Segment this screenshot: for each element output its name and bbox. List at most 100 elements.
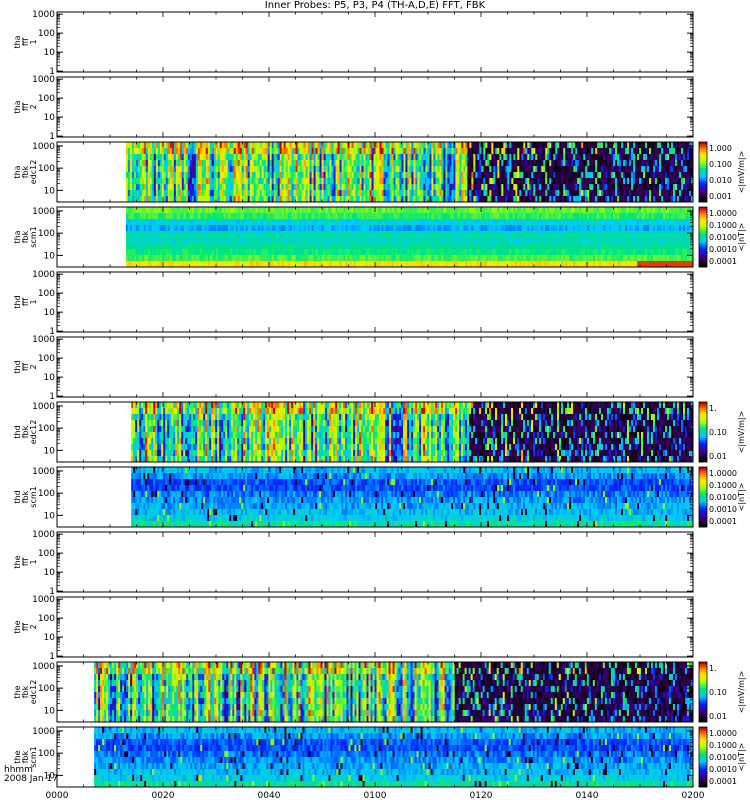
colorbar-tick: 0.01 bbox=[709, 712, 727, 721]
colorbar: 1.0000 0.1000 0.0100 0.0010 0.0001<|nT|> bbox=[698, 206, 746, 268]
panel-tha-fff-2: 1000 100 10 1 tha fff 2 bbox=[13, 75, 694, 142]
y-axis-label-line: tha bbox=[13, 100, 22, 113]
colorbar-tick: 1. bbox=[709, 404, 717, 413]
y-axis-label-line: tha bbox=[13, 35, 22, 48]
colorbar-tick: 1. bbox=[709, 664, 717, 673]
colorbar-tick: 0.001 bbox=[709, 192, 732, 201]
colorbar-tick: 0.1000 bbox=[709, 221, 737, 230]
y-tick-label: 1000 bbox=[32, 662, 55, 672]
y-tick-label: 100 bbox=[38, 289, 55, 299]
y-tick-label: 100 bbox=[38, 549, 55, 559]
x-axis-date: 2008 Jan 17 bbox=[4, 774, 58, 784]
colorbar-tick: 0.1000 bbox=[709, 481, 737, 490]
x-tick-label: 0040 bbox=[258, 791, 281, 800]
panel-tha-fbk-edc12: 1.000 0.100 0.010 0.001 <|mV/m|> 1000 100 10 tha… bbox=[13, 141, 746, 203]
y-tick-label: 1000 bbox=[32, 142, 55, 152]
y-axis-label: the fbk edc12 bbox=[13, 680, 38, 705]
y-axis-label-line: scm1 bbox=[29, 226, 38, 247]
colorbar: 1.0000 0.1000 0.0100 0.0010 0.0001<|nT|> bbox=[698, 726, 746, 788]
panel-frame bbox=[56, 336, 694, 398]
y-axis-label-line: 2 bbox=[29, 104, 38, 109]
y-axis-label: thd fff 2 bbox=[13, 360, 38, 373]
colorbar-tick: 0.0010 bbox=[709, 505, 737, 514]
y-axis-label: tha fbk edc12 bbox=[13, 160, 38, 185]
colorbar: 1. 0.10 0.01 <|mV/m|> bbox=[698, 661, 746, 723]
y-tick-label: 10 bbox=[44, 186, 56, 196]
y-axis-label-line: fbk bbox=[21, 490, 30, 503]
x-tick-label: 0120 bbox=[470, 791, 493, 800]
y-axis-label: tha fff 1 bbox=[13, 35, 38, 48]
y-axis-label-line: 1 bbox=[29, 39, 38, 44]
y-axis-label-line: thd bbox=[13, 295, 22, 308]
panel-the-fbk-edc12: 1. 0.10 0.01 <|mV/m|> 1000 100 10 the fbk edc12 bbox=[13, 661, 746, 723]
panel-thd-fff-2: 1000 100 10 1 thd fff 2 bbox=[13, 335, 694, 402]
y-axis-label-line: 1 bbox=[29, 559, 38, 564]
colorbar: 1. 0.10 0.01 <|mV/m|> bbox=[698, 401, 746, 463]
y-tick-label: 100 bbox=[38, 614, 55, 624]
y-tick-label: 10 bbox=[44, 568, 56, 578]
colorbar-tick: 0.0100 bbox=[709, 753, 737, 762]
colorbar-tick: 0.10 bbox=[709, 428, 727, 437]
heatmap-cells bbox=[94, 662, 694, 723]
colorbar-tick: 0.1000 bbox=[709, 741, 737, 750]
y-tick-label: 10 bbox=[44, 446, 56, 456]
y-axis-label-line: 1 bbox=[29, 299, 38, 304]
y-axis-label-line: thd bbox=[13, 490, 22, 503]
y-axis-label: thd fff 1 bbox=[13, 295, 38, 308]
y-tick-label: 100 bbox=[38, 354, 55, 364]
plot-title: Inner Probes: P5, P3, P4 (TH-A,D,E) FFT,… bbox=[264, 0, 486, 11]
y-axis-label: the fff 2 bbox=[13, 620, 38, 633]
y-axis-label: thd fbk edc12 bbox=[13, 420, 38, 445]
y-axis-label-line: fff bbox=[21, 623, 30, 632]
colorbar-label: <|mV/m|> bbox=[737, 411, 746, 454]
y-tick-label: 100 bbox=[38, 164, 55, 174]
colorbar-tick: 1.0000 bbox=[709, 469, 737, 478]
y-tick-label: 10 bbox=[44, 48, 56, 58]
y-tick-label: 1 bbox=[49, 67, 55, 77]
y-axis-label-line: fff bbox=[21, 103, 30, 112]
y-axis-label-line: scm1 bbox=[29, 746, 38, 767]
y-axis-label-line: fff bbox=[21, 38, 30, 47]
y-axis-label: tha fbk scm1 bbox=[13, 226, 38, 247]
colorbar-tick: 0.0100 bbox=[709, 493, 737, 502]
colorbar-tick: 1.0000 bbox=[709, 729, 737, 738]
panel-the-fff-2: 1000 100 10 1 the fff 2 bbox=[13, 595, 694, 662]
y-axis-label-line: scm1 bbox=[29, 486, 38, 507]
y-axis-label-line: fff bbox=[21, 298, 30, 307]
y-tick-label: 1 bbox=[49, 132, 55, 142]
y-axis-label-line: the bbox=[13, 685, 22, 698]
colorbar-tick: 1.0000 bbox=[709, 209, 737, 218]
y-tick-label: 100 bbox=[38, 94, 55, 104]
y-tick-label: 10 bbox=[44, 633, 56, 643]
y-axis-label-line: thd bbox=[13, 425, 22, 438]
y-tick-label: 1000 bbox=[32, 75, 55, 85]
y-tick-label: 10 bbox=[44, 113, 56, 123]
heatmap-cells bbox=[131, 467, 694, 528]
y-axis-label-line: fff bbox=[21, 363, 30, 372]
colorbar-label: <|nT|> bbox=[737, 743, 746, 772]
heatmap-cells bbox=[131, 402, 694, 463]
y-tick-label: 100 bbox=[38, 684, 55, 694]
y-tick-label: 100 bbox=[38, 29, 55, 39]
panel-frame bbox=[56, 76, 694, 138]
y-axis-label-line: tha bbox=[13, 165, 22, 178]
y-axis-label-line: fff bbox=[21, 558, 30, 567]
y-axis-label-line: fbk bbox=[21, 425, 30, 438]
colorbar-tick: 0.0010 bbox=[709, 245, 737, 254]
y-axis-label-line: the bbox=[13, 620, 22, 633]
colorbar-tick: 0.010 bbox=[709, 176, 732, 185]
y-tick-label: 1000 bbox=[32, 10, 55, 20]
y-tick-label: 1 bbox=[49, 327, 55, 337]
y-tick-label: 1000 bbox=[32, 727, 55, 737]
colorbar-tick: 0.0100 bbox=[709, 233, 737, 242]
y-tick-label: 1000 bbox=[32, 530, 55, 540]
colorbar: 1.0000 0.1000 0.0100 0.0010 0.0001<|nT|> bbox=[698, 466, 746, 528]
x-axis-info: hhmm 2008 Jan 17 bbox=[4, 766, 58, 784]
x-tick-label: 0000 bbox=[46, 791, 69, 800]
y-tick-label: 1000 bbox=[32, 207, 55, 217]
colorbar-tick: 0.0001 bbox=[709, 257, 737, 266]
